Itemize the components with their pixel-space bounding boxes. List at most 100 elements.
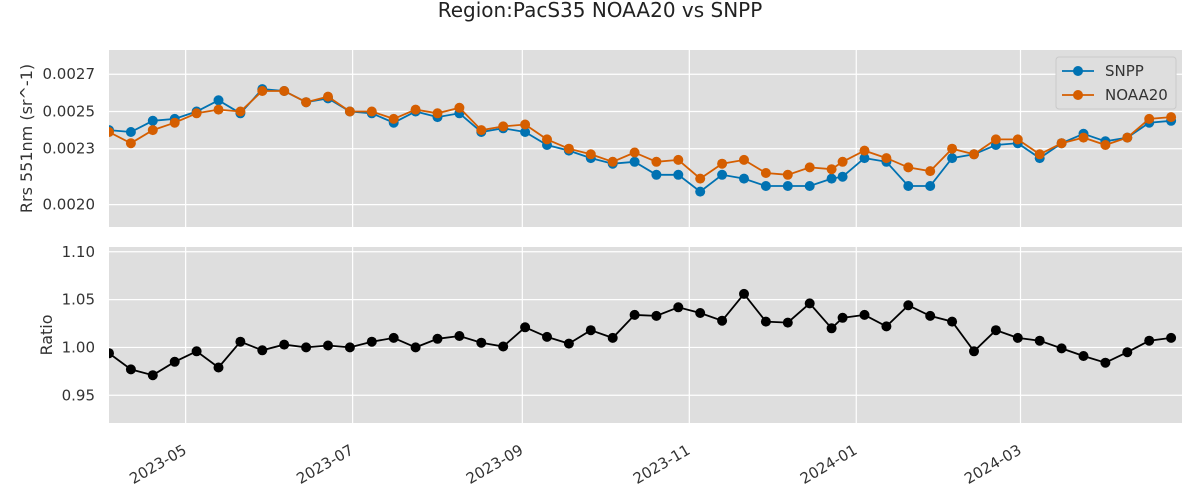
data-point-snpp bbox=[520, 127, 531, 137]
data-point-ratio bbox=[366, 336, 377, 347]
data-point-noaa20 bbox=[859, 145, 870, 156]
legend-label: SNPP bbox=[1105, 62, 1144, 80]
data-point-ratio bbox=[629, 309, 640, 320]
x-tick-label: 2023-09 bbox=[463, 441, 526, 488]
data-point-ratio bbox=[432, 333, 443, 344]
data-point-noaa20 bbox=[235, 106, 246, 117]
data-point-noaa20 bbox=[903, 162, 914, 173]
data-point-noaa20 bbox=[366, 106, 377, 117]
data-point-ratio bbox=[454, 331, 465, 341]
data-point-snpp bbox=[695, 186, 706, 197]
y-tick-label: 0.95 bbox=[62, 386, 95, 404]
data-point-noaa20 bbox=[257, 86, 268, 96]
data-point-ratio bbox=[323, 340, 333, 351]
data-point-ratio bbox=[147, 370, 158, 381]
data-point-ratio bbox=[388, 332, 399, 343]
data-point-ratio bbox=[169, 356, 180, 367]
data-point-snpp bbox=[826, 173, 837, 184]
data-point-snpp bbox=[859, 153, 870, 164]
data-point-ratio bbox=[279, 339, 290, 350]
data-point-noaa20 bbox=[651, 156, 662, 167]
data-point-ratio bbox=[881, 321, 892, 332]
data-point-ratio bbox=[520, 322, 531, 333]
data-point-snpp bbox=[782, 181, 793, 191]
data-point-noaa20 bbox=[990, 134, 1001, 145]
data-point-ratio bbox=[739, 288, 749, 299]
data-point-ratio bbox=[673, 302, 684, 313]
data-point-ratio bbox=[859, 309, 870, 320]
data-point-noaa20 bbox=[323, 91, 333, 102]
legend-box bbox=[1055, 56, 1177, 110]
data-point-noaa20 bbox=[1122, 132, 1133, 143]
legend-marker bbox=[1073, 66, 1083, 76]
data-point-noaa20 bbox=[782, 169, 793, 180]
x-tick-label: 2024-01 bbox=[797, 441, 860, 488]
data-point-ratio bbox=[1166, 332, 1177, 343]
data-point-ratio bbox=[1122, 347, 1133, 358]
data-point-snpp bbox=[147, 115, 158, 126]
data-point-snpp bbox=[925, 181, 936, 191]
data-point-ratio bbox=[925, 310, 936, 321]
data-point-snpp bbox=[651, 169, 662, 180]
y-axis-label: Rrs 551nm (sr^-1) bbox=[17, 64, 36, 213]
data-point-noaa20 bbox=[826, 164, 837, 175]
data-point-ratio bbox=[344, 342, 355, 353]
data-point-noaa20 bbox=[476, 125, 487, 136]
data-point-noaa20 bbox=[1100, 140, 1111, 150]
y-tick-label: 0.0025 bbox=[43, 102, 96, 120]
data-point-ratio bbox=[585, 325, 596, 336]
data-point-snpp bbox=[125, 127, 136, 137]
data-point-ratio bbox=[563, 338, 574, 349]
y-tick-label: 0.0020 bbox=[43, 196, 96, 214]
data-point-noaa20 bbox=[213, 104, 224, 115]
data-point-noaa20 bbox=[607, 156, 618, 167]
y-tick-label: 0.0023 bbox=[43, 140, 96, 158]
data-point-ratio bbox=[837, 312, 848, 323]
y-axis-label: Ratio bbox=[37, 314, 56, 355]
x-tick-label: 2024-03 bbox=[961, 441, 1024, 488]
data-point-ratio bbox=[903, 300, 914, 311]
data-layer bbox=[109, 84, 1177, 197]
data-layer bbox=[109, 288, 1177, 381]
data-point-noaa20 bbox=[837, 156, 848, 167]
data-point-noaa20 bbox=[191, 108, 202, 119]
data-point-noaa20 bbox=[563, 143, 574, 154]
y-tick-label: 0.0027 bbox=[43, 65, 96, 83]
y-tick-label: 1.10 bbox=[62, 243, 95, 261]
data-point-ratio bbox=[235, 336, 246, 347]
data-point-ratio bbox=[760, 316, 771, 327]
data-point-ratio bbox=[651, 310, 662, 321]
data-point-snpp bbox=[760, 181, 771, 191]
data-point-noaa20 bbox=[760, 168, 771, 178]
data-point-ratio bbox=[826, 323, 837, 334]
data-point-snpp bbox=[629, 156, 640, 167]
data-point-noaa20 bbox=[1144, 113, 1155, 124]
data-point-noaa20 bbox=[454, 102, 465, 113]
data-point-ratio bbox=[969, 346, 979, 357]
data-point-noaa20 bbox=[109, 127, 114, 137]
data-point-noaa20 bbox=[585, 149, 596, 160]
data-point-ratio bbox=[782, 317, 793, 328]
x-tick-label: 2023-11 bbox=[630, 441, 693, 488]
data-point-noaa20 bbox=[147, 125, 158, 136]
data-point-ratio bbox=[1144, 335, 1155, 346]
data-point-noaa20 bbox=[739, 154, 749, 165]
data-point-noaa20 bbox=[520, 119, 531, 130]
legend-marker bbox=[1073, 90, 1083, 100]
data-point-ratio bbox=[947, 316, 958, 327]
data-point-ratio bbox=[1100, 357, 1111, 368]
data-point-noaa20 bbox=[1056, 138, 1067, 149]
data-point-ratio bbox=[476, 337, 487, 348]
data-point-noaa20 bbox=[169, 117, 180, 128]
data-point-noaa20 bbox=[388, 113, 399, 124]
data-point-ratio bbox=[410, 342, 421, 353]
y-tick-label: 1.05 bbox=[62, 291, 95, 309]
data-point-ratio bbox=[1012, 332, 1023, 343]
data-point-noaa20 bbox=[804, 162, 815, 173]
data-point-snpp bbox=[213, 95, 224, 106]
y-tick-label: 1.00 bbox=[62, 338, 95, 356]
data-point-noaa20 bbox=[125, 138, 136, 149]
data-point-noaa20 bbox=[1034, 149, 1045, 160]
data-point-noaa20 bbox=[881, 153, 892, 164]
data-point-snpp bbox=[739, 173, 749, 184]
